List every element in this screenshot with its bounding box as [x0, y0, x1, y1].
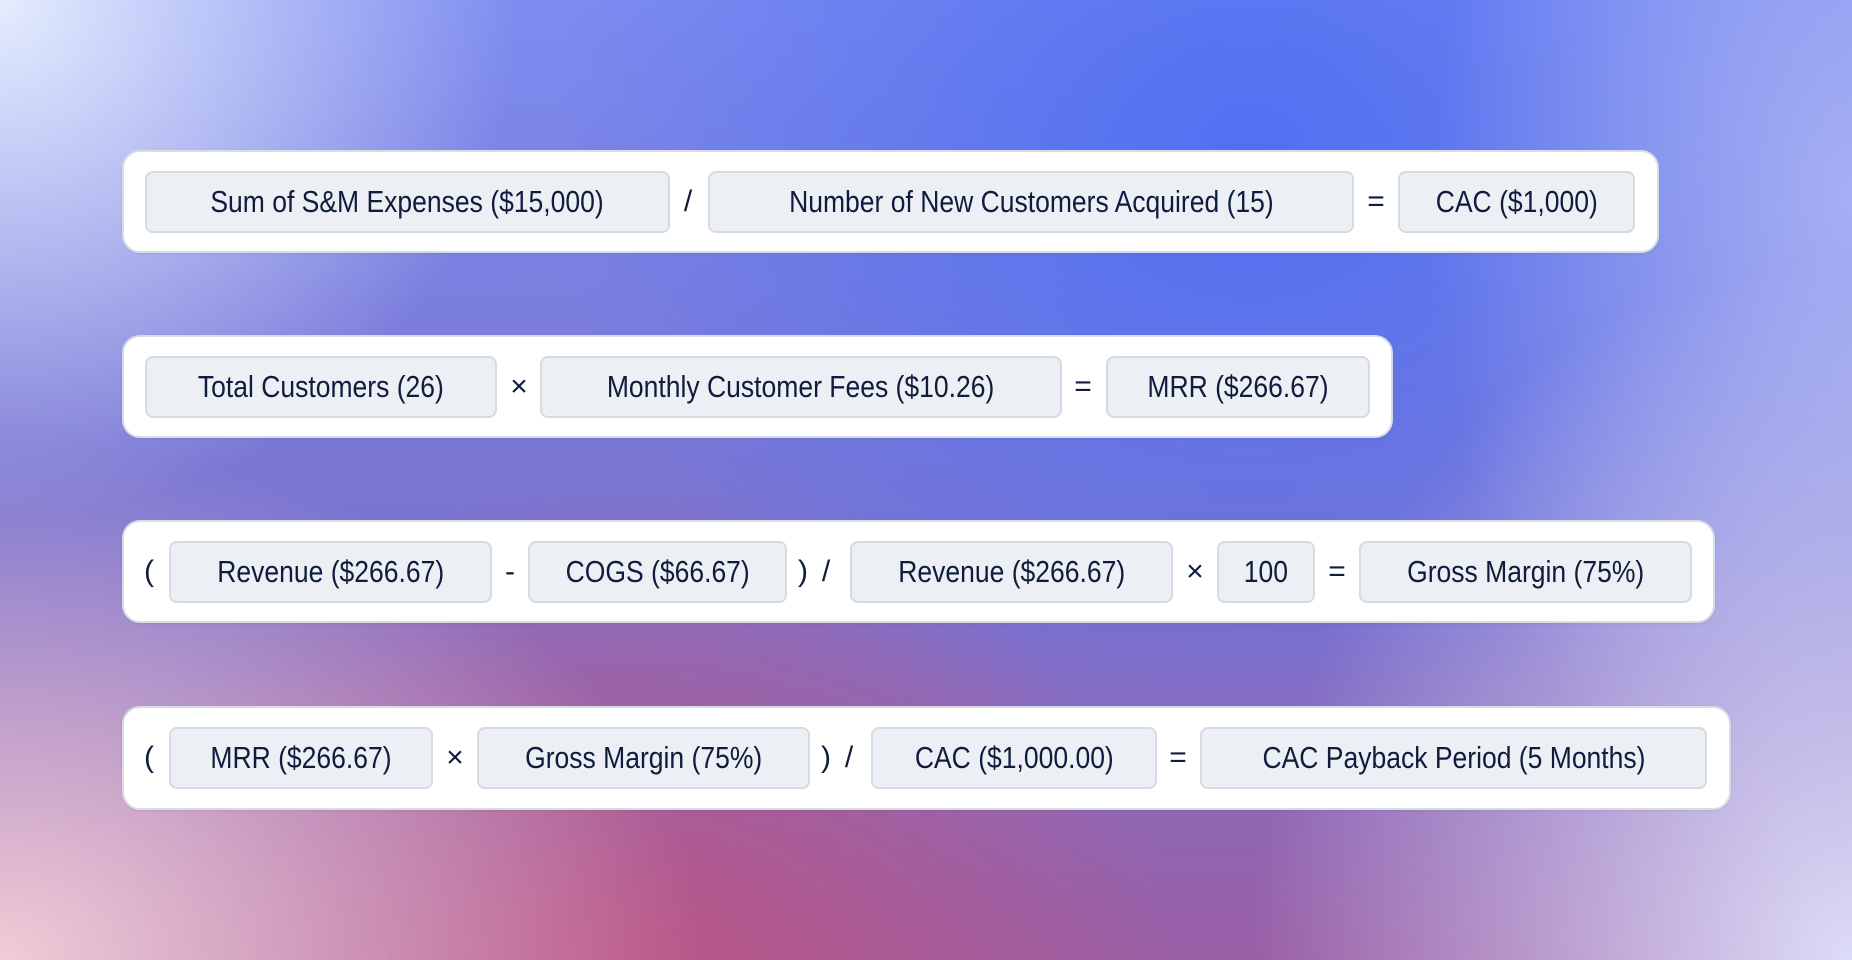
chip-label: CAC ($1,000.00) [914, 740, 1114, 775]
chip-label: MRR ($266.67) [210, 740, 392, 775]
open-paren: ( [144, 555, 154, 588]
divide-operator: / [683, 185, 693, 218]
chip-label: CAC Payback Period (5 Months) [1261, 740, 1646, 775]
chip-label: COGS ($66.67) [565, 554, 750, 589]
chip-total-customers: Total Customers (26) [145, 356, 497, 418]
chip-gross-margin: Gross Margin (75%) [477, 727, 810, 789]
chip-monthly-fees: Monthly Customer Fees ($10.26) [540, 356, 1062, 418]
chip-label: Total Customers (26) [198, 369, 444, 404]
multiply-operator: × [1186, 555, 1204, 588]
close-paren: ) [821, 741, 831, 774]
chip-mrr: MRR ($266.67) [169, 727, 433, 789]
chip-gross-margin-result: Gross Margin (75%) [1359, 541, 1692, 603]
minus-operator: - [505, 555, 515, 588]
chip-cogs: COGS ($66.67) [528, 541, 787, 603]
equals-operator: = [1328, 555, 1346, 588]
divide-operator: / [821, 555, 831, 588]
chip-revenue: Revenue ($266.67) [169, 541, 492, 603]
chip-new-customers: Number of New Customers Acquired (15) [708, 171, 1354, 233]
chip-hundred: 100 [1217, 541, 1315, 603]
equals-operator: = [1074, 370, 1092, 403]
chip-cac-payback-result: CAC Payback Period (5 Months) [1200, 727, 1707, 789]
chip-label: 100 [1243, 554, 1289, 589]
chip-sm-expenses: Sum of S&M Expenses ($15,000) [145, 171, 670, 233]
chip-cac: CAC ($1,000.00) [871, 727, 1157, 789]
chip-label: Gross Margin (75%) [524, 740, 763, 775]
chip-mrr-result: MRR ($266.67) [1106, 356, 1370, 418]
chip-label: Revenue ($266.67) [217, 554, 444, 589]
chip-label: Number of New Customers Acquired (15) [788, 184, 1274, 219]
equals-operator: = [1169, 741, 1187, 774]
open-paren: ( [144, 741, 154, 774]
equals-operator: = [1367, 185, 1385, 218]
chip-label: CAC ($1,000) [1435, 184, 1598, 219]
divide-operator: / [844, 741, 854, 774]
chip-label: Monthly Customer Fees ($10.26) [607, 369, 995, 404]
chip-revenue-2: Revenue ($266.67) [850, 541, 1173, 603]
multiply-operator: × [510, 370, 528, 403]
chip-label: Revenue ($266.67) [898, 554, 1125, 589]
multiply-operator: × [446, 741, 464, 774]
close-paren: ) [798, 555, 808, 588]
chip-label: Gross Margin (75%) [1406, 554, 1645, 589]
chip-label: MRR ($266.67) [1147, 369, 1329, 404]
chip-cac-result: CAC ($1,000) [1398, 171, 1635, 233]
chip-label: Sum of S&M Expenses ($15,000) [210, 184, 605, 219]
